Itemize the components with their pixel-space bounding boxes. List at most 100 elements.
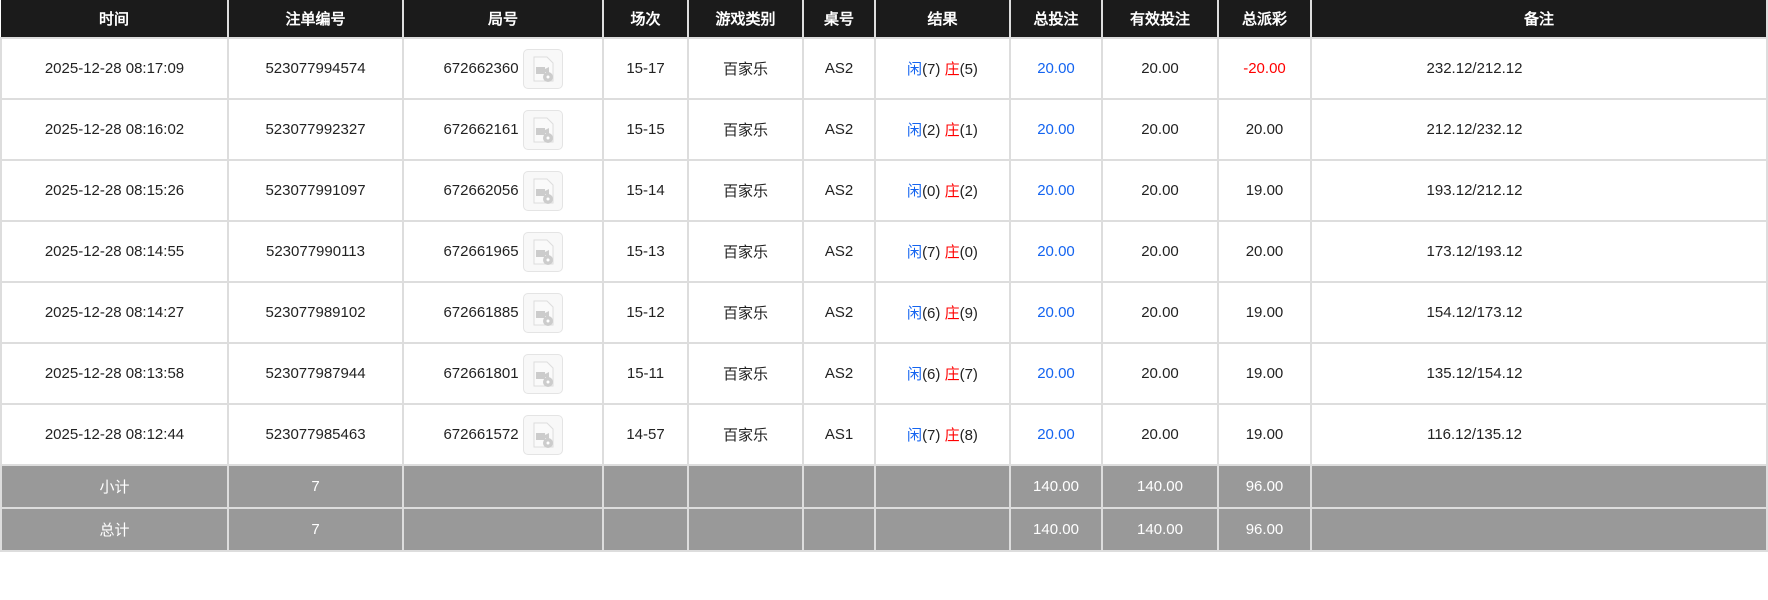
- table-row: 2025-12-28 08:15:26 523077991097 67266205…: [0, 159, 1768, 222]
- result: 闲(0) 庄(2): [874, 159, 1011, 222]
- bet-time: 2025-12-28 08:12:44: [0, 403, 229, 466]
- game-type: 百家乐: [687, 98, 804, 161]
- bet-time: 2025-12-28 08:17:09: [0, 37, 229, 100]
- bet-id: 523077989102: [227, 281, 404, 344]
- round-number: 672661885: [443, 303, 519, 321]
- table-number: AS2: [802, 281, 876, 344]
- video-replay-icon[interactable]: [522, 109, 563, 150]
- round-cell: 672661572: [402, 403, 604, 466]
- table-number: AS2: [802, 220, 876, 283]
- result: 闲(6) 庄(7): [874, 342, 1011, 405]
- column-header: 桌号: [803, 0, 876, 38]
- video-replay-icon[interactable]: [522, 353, 563, 394]
- banker-score: (7): [959, 366, 978, 383]
- video-replay-icon[interactable]: [522, 48, 563, 89]
- bet-time: 2025-12-28 08:16:02: [0, 98, 229, 161]
- remark: 173.12/193.12: [1310, 220, 1768, 283]
- video-replay-icon[interactable]: [522, 231, 563, 272]
- player-label: 闲: [907, 122, 923, 139]
- game-type: 百家乐: [687, 220, 804, 283]
- summary-total-bet: 140.00: [1009, 464, 1103, 509]
- round-number: 672661965: [443, 242, 519, 260]
- game-type: 百家乐: [687, 281, 804, 344]
- session: 15-13: [602, 220, 689, 283]
- video-replay-icon[interactable]: [522, 170, 563, 211]
- valid-bet: 20.00: [1101, 342, 1219, 405]
- table-number: AS2: [802, 98, 876, 161]
- bet-records-table: 时间 注单编号 局号 场次 游戏类别 桌号 结果 总投注 有效投注 总派彩 备注 2025-12-2…: [0, 0, 1768, 552]
- game-type: 百家乐: [687, 37, 804, 100]
- summary-count: 7: [227, 507, 404, 552]
- player-label: 闲: [907, 427, 923, 444]
- player-score: (7): [922, 427, 941, 444]
- result: 闲(7) 庄(5): [874, 37, 1011, 100]
- player-score: (2): [922, 122, 941, 139]
- round-cell: 672662056: [402, 159, 604, 222]
- bet-id: 523077992327: [227, 98, 404, 161]
- payout: 20.00: [1217, 220, 1312, 283]
- player-label: 闲: [907, 61, 923, 78]
- bet-time: 2025-12-28 08:13:58: [0, 342, 229, 405]
- banker-label: 庄: [944, 183, 960, 200]
- video-replay-icon[interactable]: [522, 414, 563, 455]
- bet-time: 2025-12-28 08:15:26: [0, 159, 229, 222]
- video-replay-icon[interactable]: [522, 292, 563, 333]
- game-type: 百家乐: [687, 159, 804, 222]
- table-row: 2025-12-28 08:14:27 523077989102 67266188…: [0, 281, 1768, 344]
- table-number: AS2: [802, 342, 876, 405]
- valid-bet: 20.00: [1101, 98, 1219, 161]
- table-number: AS2: [802, 159, 876, 222]
- payout: 19.00: [1217, 403, 1312, 466]
- player-label: 闲: [907, 244, 923, 261]
- summary-label: 总计: [0, 507, 229, 552]
- banker-label: 庄: [944, 305, 960, 322]
- round-cell: 672662161: [402, 98, 604, 161]
- table-number: AS1: [802, 403, 876, 466]
- game-type: 百家乐: [687, 342, 804, 405]
- total-bet: 20.00: [1009, 159, 1103, 222]
- summary-label: 小计: [0, 464, 229, 509]
- summary-row: 总计 7 140.00 140.00 96.00: [0, 507, 1768, 552]
- valid-bet: 20.00: [1101, 403, 1219, 466]
- column-header: 游戏类别: [688, 0, 804, 38]
- remark: 193.12/212.12: [1310, 159, 1768, 222]
- banker-score: (8): [959, 427, 978, 444]
- column-header: 场次: [603, 0, 689, 38]
- payout: -20.00: [1217, 37, 1312, 100]
- session: 15-12: [602, 281, 689, 344]
- remark: 135.12/154.12: [1310, 342, 1768, 405]
- valid-bet: 20.00: [1101, 37, 1219, 100]
- player-label: 闲: [907, 183, 923, 200]
- valid-bet: 20.00: [1101, 281, 1219, 344]
- bet-id: 523077985463: [227, 403, 404, 466]
- player-score: (0): [922, 183, 941, 200]
- summary-count: 7: [227, 464, 404, 509]
- banker-label: 庄: [944, 244, 960, 261]
- total-bet: 20.00: [1009, 403, 1103, 466]
- result: 闲(7) 庄(0): [874, 220, 1011, 283]
- total-bet: 20.00: [1009, 220, 1103, 283]
- total-bet: 20.00: [1009, 98, 1103, 161]
- payout: 19.00: [1217, 159, 1312, 222]
- table-row: 2025-12-28 08:14:55 523077990113 67266196…: [0, 220, 1768, 283]
- column-header: 总派彩: [1218, 0, 1312, 38]
- column-header: 注单编号: [228, 0, 404, 38]
- banker-label: 庄: [944, 122, 960, 139]
- session: 15-14: [602, 159, 689, 222]
- banker-score: (1): [959, 122, 978, 139]
- player-score: (6): [922, 366, 941, 383]
- summary-row: 小计 7 140.00 140.00 96.00: [0, 464, 1768, 509]
- banker-label: 庄: [944, 427, 960, 444]
- round-cell: 672662360: [402, 37, 604, 100]
- bet-id: 523077987944: [227, 342, 404, 405]
- player-label: 闲: [907, 305, 923, 322]
- session: 15-15: [602, 98, 689, 161]
- column-header: 时间: [1, 0, 229, 38]
- banker-label: 庄: [944, 61, 960, 78]
- bet-id: 523077991097: [227, 159, 404, 222]
- round-number: 672662161: [443, 120, 519, 138]
- round-cell: 672661885: [402, 281, 604, 344]
- payout: 20.00: [1217, 98, 1312, 161]
- summary-total-bet: 140.00: [1009, 507, 1103, 552]
- summary-payout: 96.00: [1217, 464, 1312, 509]
